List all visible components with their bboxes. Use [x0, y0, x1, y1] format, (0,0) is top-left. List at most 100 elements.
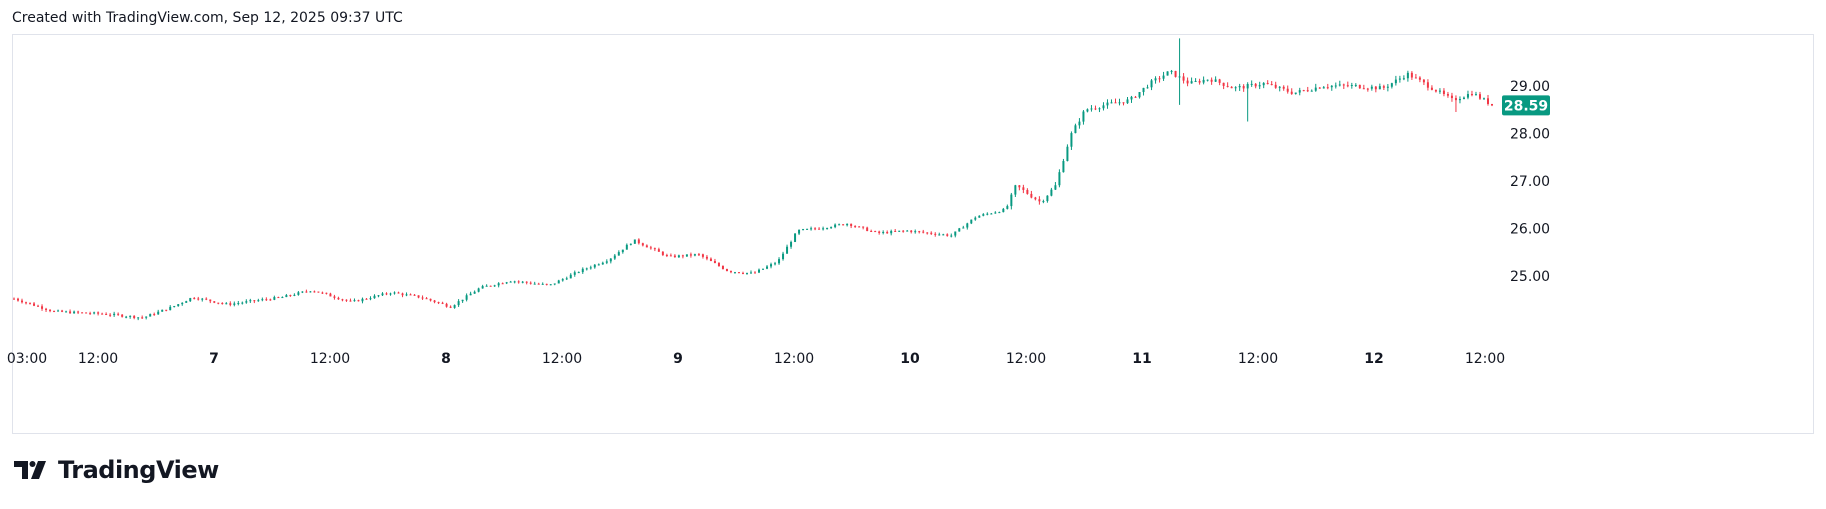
candle-body	[685, 254, 688, 257]
candle-body	[733, 272, 736, 274]
candle-body	[1066, 146, 1069, 162]
candle-body	[665, 254, 668, 256]
candle-body	[830, 227, 833, 229]
candle-body	[193, 298, 196, 300]
candle-body	[369, 298, 372, 300]
candle-body	[345, 299, 348, 301]
candle-body	[1118, 102, 1121, 104]
candle-body	[29, 302, 32, 304]
candle-body	[745, 272, 748, 274]
candle-body	[609, 258, 612, 262]
candle-body	[1026, 189, 1029, 194]
candle-body	[1178, 76, 1181, 78]
tradingview-logo[interactable]: TradingView	[14, 456, 219, 484]
candle-body	[1418, 77, 1421, 80]
candle-body	[65, 311, 68, 313]
candle-body	[1086, 109, 1089, 112]
candle-body	[449, 306, 452, 308]
candle-body	[1122, 102, 1125, 104]
candle-body	[998, 212, 1001, 214]
candle-body	[321, 292, 324, 294]
candle-body	[729, 271, 732, 273]
y-tick-label: 29.00	[1510, 79, 1550, 95]
candle-body	[417, 295, 420, 298]
candle-body	[101, 313, 104, 315]
candle-body	[1322, 87, 1325, 89]
candle-body	[469, 293, 472, 296]
candle-body	[689, 254, 692, 256]
candle-body	[697, 254, 700, 256]
candle-body	[217, 302, 220, 304]
chart-frame[interactable]	[12, 34, 1814, 434]
candle-body	[1182, 76, 1185, 81]
candle-body	[1114, 102, 1117, 104]
candle-body	[898, 230, 901, 232]
candle-body	[653, 248, 656, 250]
candle-body	[1194, 80, 1197, 82]
candle-body	[33, 303, 36, 306]
candle-body	[1450, 95, 1453, 99]
candle-body	[1166, 71, 1169, 76]
x-tick-label: 12:00	[774, 351, 814, 367]
candle-body	[1262, 82, 1265, 86]
candle-body	[157, 311, 160, 315]
chart-caption: Created with TradingView.com, Sep 12, 20…	[12, 10, 403, 26]
y-tick-label: 27.00	[1510, 174, 1550, 190]
candle-body	[1002, 208, 1005, 213]
candle-body	[1006, 206, 1009, 209]
candle-body	[429, 298, 432, 301]
candle-body	[1250, 83, 1253, 85]
candle-body	[986, 213, 989, 215]
candle-body	[1390, 83, 1393, 87]
candle-body	[1266, 82, 1269, 85]
candle-body	[766, 266, 769, 269]
candle-body	[641, 243, 644, 246]
candle-body	[713, 261, 716, 264]
candle-body	[421, 297, 424, 299]
candle-body	[405, 294, 408, 296]
candle-body	[261, 299, 264, 301]
candle-body	[834, 224, 837, 228]
candle-body	[1206, 79, 1209, 81]
candle-body	[1218, 79, 1221, 83]
candle-body	[69, 311, 72, 314]
candle-body	[89, 313, 92, 315]
candle-body	[1142, 87, 1145, 93]
candle-body	[978, 215, 981, 218]
candle-body	[1174, 70, 1177, 77]
candle-body	[1394, 79, 1397, 84]
candle-body	[25, 302, 28, 304]
candle-body	[1202, 79, 1205, 83]
candle-body	[533, 283, 536, 285]
candle-body	[1134, 96, 1137, 98]
candle-body	[1154, 78, 1157, 81]
candle-body	[862, 226, 865, 228]
candle-body	[281, 297, 284, 299]
candle-body	[1102, 105, 1105, 109]
candle-body	[149, 314, 152, 317]
candle-body	[1294, 92, 1297, 94]
candle-body	[553, 283, 556, 285]
x-tick-label: 8	[441, 351, 451, 367]
candle-body	[1274, 84, 1277, 88]
candle-body	[489, 285, 492, 287]
candle-body	[1062, 161, 1065, 173]
candle-body	[1186, 80, 1189, 84]
candle-body	[401, 293, 404, 296]
candle-body	[637, 239, 640, 244]
candle-body	[645, 245, 648, 248]
candle-body	[241, 302, 244, 304]
candle-body	[285, 295, 288, 298]
candle-body	[313, 291, 316, 293]
candle-body	[1094, 108, 1097, 110]
candle-body	[293, 294, 296, 296]
candle-body	[277, 297, 280, 299]
candle-body	[826, 228, 829, 230]
candle-body	[894, 230, 897, 232]
candle-body	[938, 234, 941, 236]
candle-body	[946, 234, 949, 236]
candle-body	[61, 310, 64, 312]
candle-body	[1210, 79, 1213, 82]
candle-body	[1158, 78, 1161, 80]
